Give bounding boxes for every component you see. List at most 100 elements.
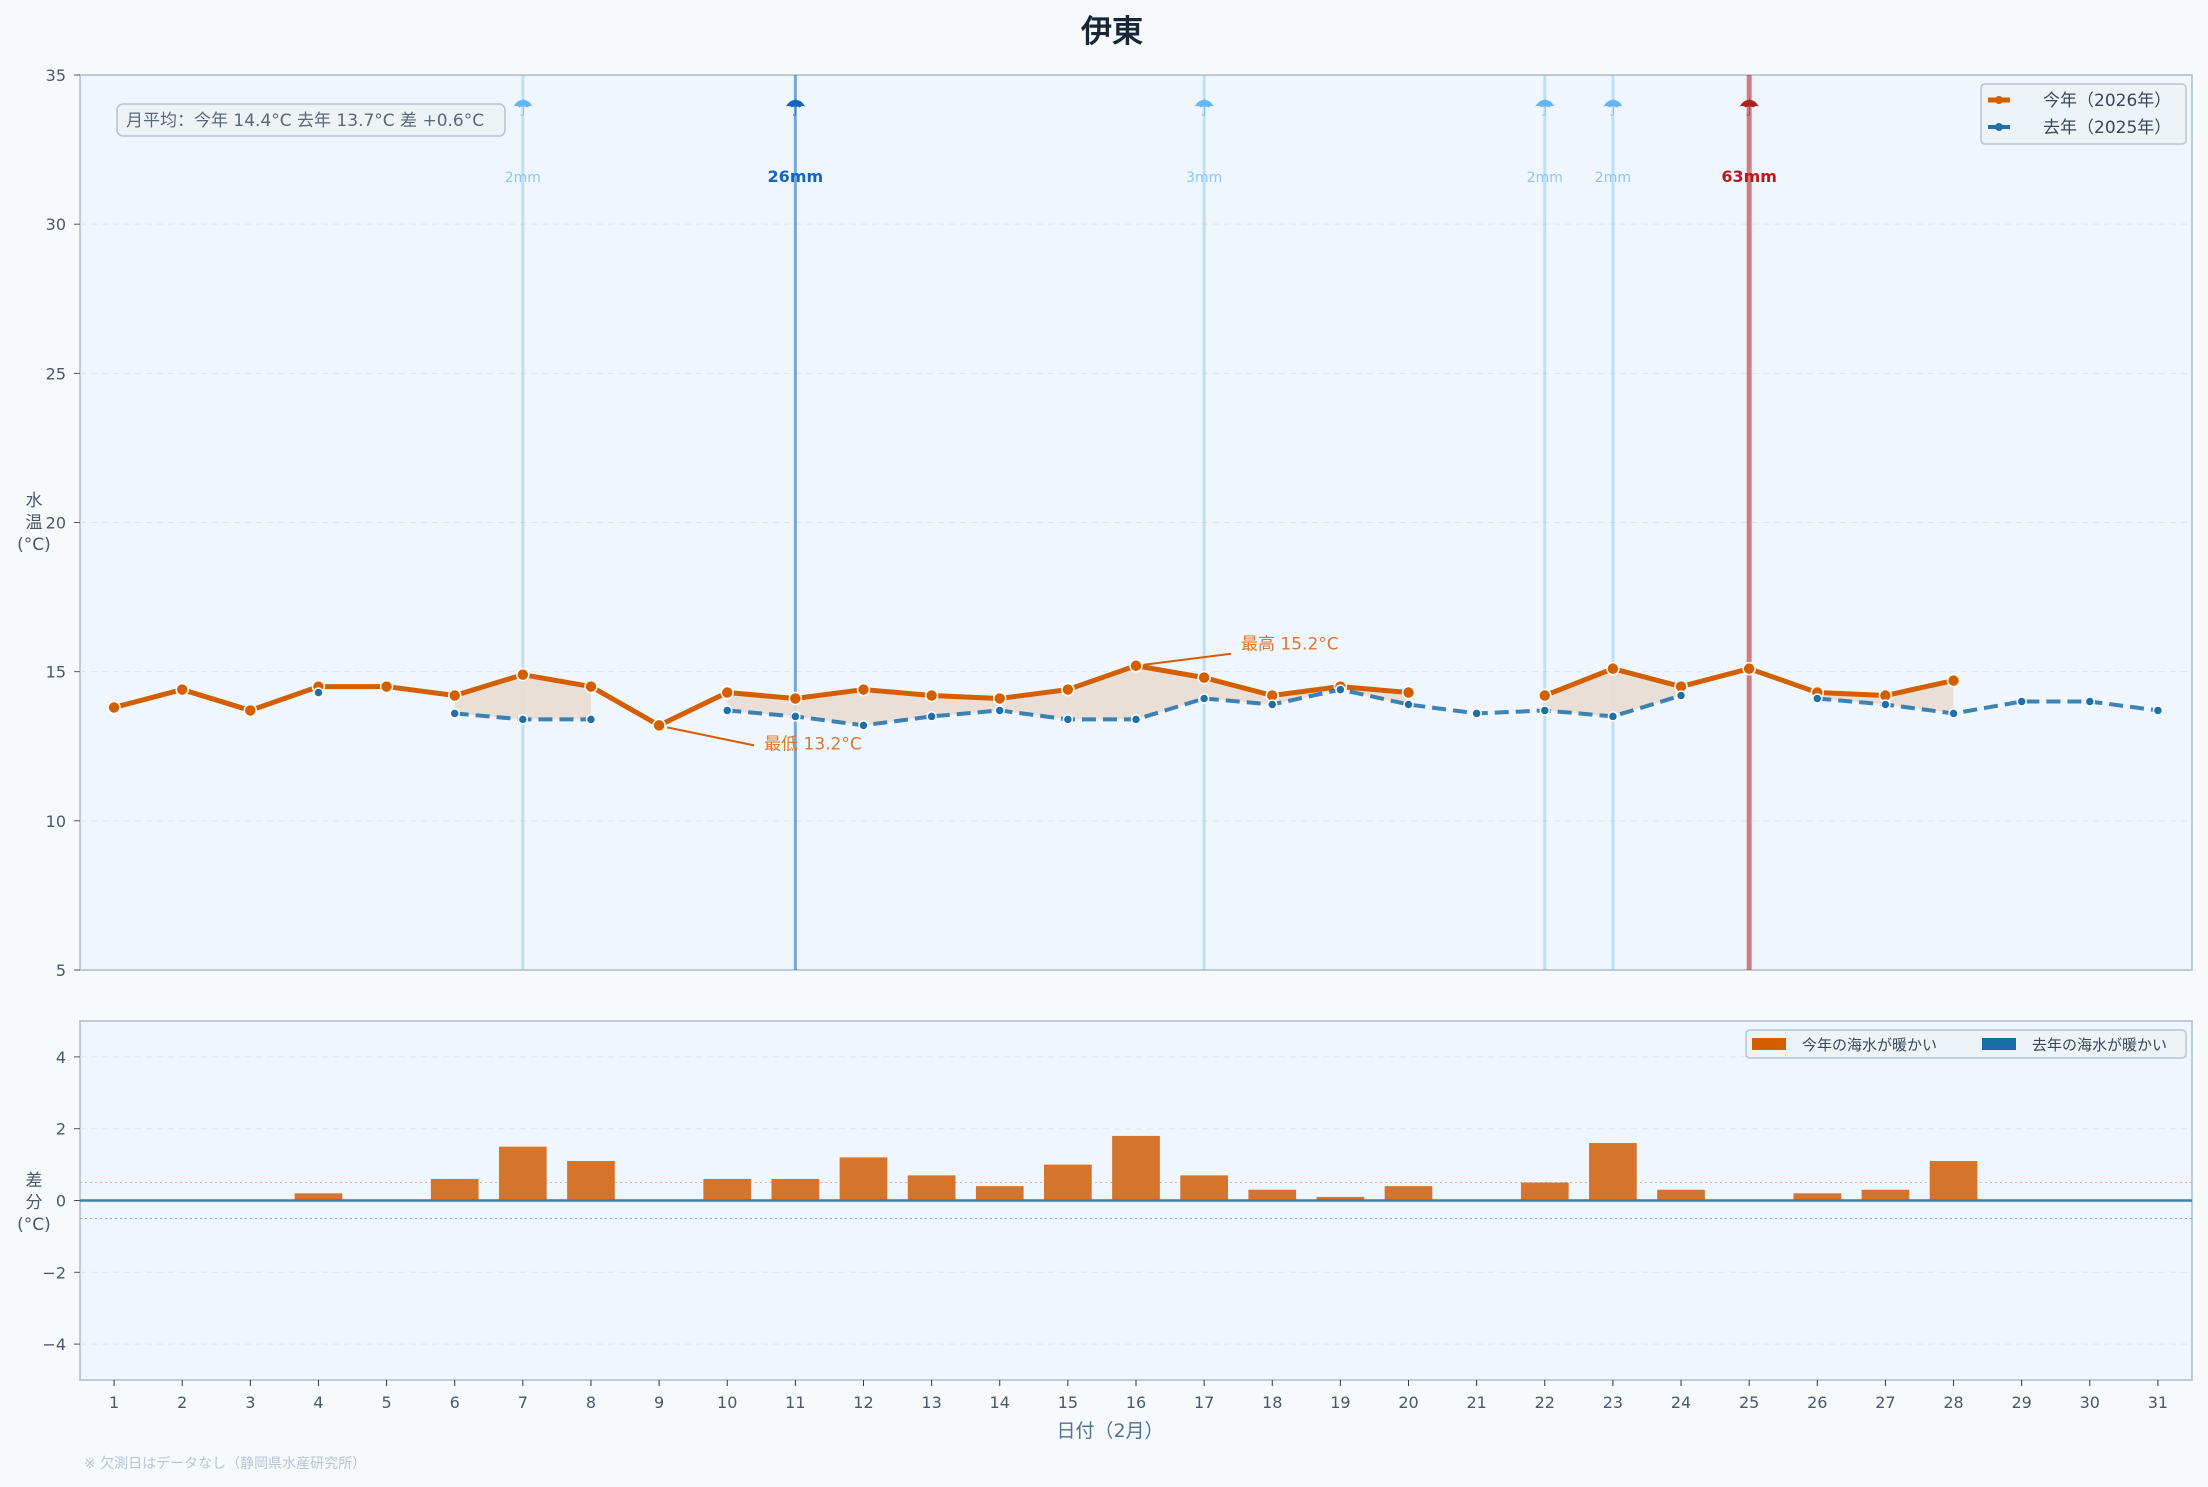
data-point <box>2084 696 2096 707</box>
data-point <box>1607 711 1619 722</box>
series-line-last-year <box>1817 696 2159 716</box>
data-point <box>1812 693 1823 704</box>
diff-bar <box>703 1178 752 1201</box>
diff-bar <box>1657 1189 1705 1201</box>
data-point <box>1198 693 1210 704</box>
data-point <box>2016 696 2027 707</box>
umbrella-icon: ☂ <box>512 94 534 122</box>
y-tick-label: 0 <box>56 1192 66 1211</box>
data-point <box>516 667 530 682</box>
y-axis-label: 差 <box>26 1171 43 1191</box>
annotation-arrow <box>666 726 755 747</box>
diff-bar <box>567 1161 615 1201</box>
x-tick-label: 28 <box>1943 1393 1963 1412</box>
diff-bar <box>1861 1189 1910 1201</box>
rain-amount-label: 2mm <box>1595 170 1631 186</box>
y-axis-label: (°C) <box>17 535 51 555</box>
footnote: ※ 欠測日はデータなし（静岡県水産研究所） <box>84 1455 366 1472</box>
diff-bar <box>1112 1135 1160 1201</box>
diff-bar <box>839 1157 888 1201</box>
rain-amount-label: 63mm <box>1721 167 1777 186</box>
data-point <box>1606 661 1620 676</box>
data-point <box>175 682 189 697</box>
x-tick-label: 22 <box>1535 1393 1555 1412</box>
rain-amount-label: 26mm <box>768 167 824 186</box>
y-tick-label: −4 <box>42 1335 66 1354</box>
x-tick-label: 21 <box>1466 1393 1486 1412</box>
summary-box <box>116 103 506 137</box>
umbrella-icon: ☂ <box>1193 94 1215 122</box>
data-point <box>652 718 666 733</box>
legend-label: 去年（2025年） <box>2043 118 2171 138</box>
x-tick-label: 10 <box>717 1393 737 1412</box>
data-point <box>1130 714 1142 725</box>
x-tick-label: 1 <box>109 1393 119 1412</box>
x-tick-label: 24 <box>1671 1393 1691 1412</box>
data-point <box>1880 699 1891 710</box>
x-tick-label: 13 <box>921 1393 941 1412</box>
data-point <box>1062 714 1074 725</box>
data-point <box>1471 708 1482 719</box>
series-line-last-year <box>727 687 1682 728</box>
y-tick-label: 15 <box>46 663 66 682</box>
diff-bar <box>498 1146 547 1201</box>
diff-bar <box>771 1178 820 1201</box>
annotation-min: 最低 13.2°C <box>764 734 862 754</box>
x-tick-label: 14 <box>990 1393 1010 1412</box>
y-tick-label: 25 <box>46 364 66 383</box>
data-point <box>1538 688 1552 703</box>
series-line-this-year <box>113 663 1409 728</box>
y-axis-label: 分 <box>26 1193 43 1213</box>
data-point <box>1197 670 1211 685</box>
diff-bar <box>294 1193 343 1201</box>
data-point <box>926 711 937 722</box>
data-point <box>994 705 1005 716</box>
annotation-max: 最高 15.2°C <box>1241 635 1339 655</box>
y-tick-label: 5 <box>56 961 66 980</box>
legend-marker <box>1995 96 2003 104</box>
diff-bar <box>430 1178 479 1201</box>
diff-bar <box>1180 1175 1228 1201</box>
x-tick-label: 25 <box>1739 1393 1759 1412</box>
x-tick-label: 19 <box>1330 1393 1350 1412</box>
diff-bar <box>1248 1189 1297 1201</box>
x-tick-label: 27 <box>1875 1393 1895 1412</box>
x-axis-label: 日付（2月） <box>1056 1420 1163 1442</box>
legend-marker <box>1995 123 2003 131</box>
data-point <box>1742 661 1756 676</box>
legend-swatch <box>1752 1038 1786 1050</box>
y-tick-label: 2 <box>56 1120 66 1139</box>
x-tick-label: 8 <box>586 1393 596 1412</box>
x-tick-label: 26 <box>1807 1393 1827 1412</box>
data-point <box>1539 705 1551 716</box>
y-tick-label: 4 <box>56 1048 66 1067</box>
diff-bar <box>975 1186 1024 1201</box>
data-point <box>379 679 394 694</box>
y-axis-label: (°C) <box>17 1215 51 1235</box>
y-tick-label: −2 <box>42 1263 66 1282</box>
summary-text: 月平均：今年 14.4°C 去年 13.7°C 差 +0.6°C <box>126 111 484 131</box>
legend-swatch <box>1982 1038 2016 1050</box>
x-tick-label: 11 <box>785 1393 805 1412</box>
umbrella-icon: ☂ <box>1534 94 1556 122</box>
data-point <box>1335 684 1346 695</box>
y-tick-label: 30 <box>46 215 66 234</box>
data-point <box>858 720 869 731</box>
data-point <box>447 688 462 703</box>
data-point <box>1401 685 1416 700</box>
data-point <box>585 714 597 725</box>
annotation-arrow <box>1143 652 1232 666</box>
data-point <box>1061 682 1075 697</box>
x-tick-label: 23 <box>1603 1393 1623 1412</box>
diff-bar <box>907 1175 956 1201</box>
x-tick-label: 6 <box>450 1393 460 1412</box>
data-point <box>1675 690 1687 701</box>
umbrella-icon: ☂ <box>1602 94 1624 122</box>
legend-label: 今年の海水が暖かい <box>1802 1036 1937 1054</box>
y-tick-label: 10 <box>46 812 66 831</box>
rain-amount-label: 2mm <box>505 170 541 186</box>
data-point <box>924 688 939 703</box>
data-point <box>992 691 1007 706</box>
x-tick-label: 29 <box>2011 1393 2031 1412</box>
